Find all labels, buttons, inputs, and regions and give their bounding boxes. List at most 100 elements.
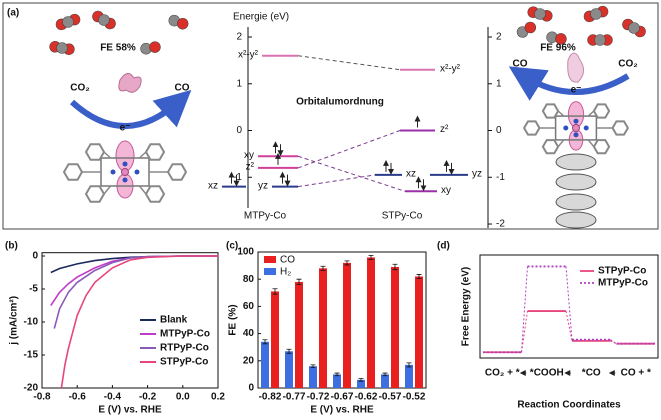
nitrogen-atom [563, 125, 569, 131]
bar [357, 379, 365, 388]
y2-tick-label: 0 [496, 125, 502, 136]
nitrogen-atom [573, 132, 579, 138]
step-connector [521, 311, 528, 353]
nitrogen-atom [110, 169, 116, 175]
product-label: CO [175, 83, 190, 94]
orbital-stack [555, 153, 597, 171]
legend-swatch [264, 268, 276, 275]
correlation-line [297, 174, 376, 188]
legend-label: Blank [160, 315, 188, 326]
bar [343, 262, 351, 388]
error-bar [272, 288, 278, 295]
bond [138, 185, 147, 195]
faradaic-efficiency: FE 58% [100, 43, 136, 54]
panel-label: (d) [437, 241, 450, 252]
orbital-stack [555, 193, 597, 211]
y-tick-label: 1 [236, 78, 242, 89]
legend-label: MTPyP-Co [160, 329, 210, 340]
pyridyl-ring [541, 139, 560, 155]
legend-swatch [264, 256, 276, 263]
x-tick-label: -0.2 [139, 392, 157, 403]
y-axis-label: Energie (eV) [233, 12, 289, 23]
orbital-label: x²-y² [238, 49, 259, 60]
y2-tick-label: 2 [496, 32, 502, 43]
y-tick-label: -1 [233, 172, 242, 183]
reactant-label: CO₂ [618, 59, 637, 70]
y-tick-label: 0 [236, 125, 242, 136]
orbital-label: z² [246, 162, 255, 173]
orbital-label: yz [472, 169, 482, 180]
orbital-label: yz [258, 180, 268, 191]
pyridyl-ring [144, 185, 166, 203]
step-connector [565, 266, 573, 340]
hand-icon [118, 73, 142, 93]
nitrogen-atom [583, 125, 589, 131]
error-bar [296, 278, 302, 286]
series-line [60, 255, 218, 389]
pyridyl-ring [62, 163, 84, 181]
legend-label: CO [280, 255, 295, 266]
bar [405, 364, 413, 388]
bar [319, 268, 327, 388]
orbital-label: z² [440, 124, 449, 135]
electron-label: e⁻ [571, 85, 582, 96]
pyridyl-ring [592, 103, 611, 119]
x-tick-label: 0.0 [176, 392, 190, 403]
panel-label: (a) [7, 8, 19, 19]
bar [261, 341, 269, 388]
bond [103, 151, 112, 159]
bar [415, 276, 423, 388]
bond [587, 110, 595, 117]
y2-tick-label: -2 [496, 219, 505, 230]
pyridyl-ring [144, 143, 166, 161]
x-tick-label: -0.57 [379, 392, 402, 403]
error-bar [262, 339, 268, 345]
bar [295, 281, 303, 388]
orbital-stack [555, 211, 597, 229]
bond [587, 139, 595, 148]
bar [381, 374, 389, 388]
legend-label: H₂ [280, 267, 291, 278]
co2-molecule [92, 10, 116, 30]
plot-frame [41, 252, 219, 389]
panel-frame [2, 2, 659, 230]
cobalt-atom [572, 124, 580, 132]
bar [309, 366, 317, 388]
cobalt-atom [121, 168, 129, 176]
x-tick-label: -0.77 [283, 392, 306, 403]
error-bar [392, 263, 398, 271]
configuration-name: STPy-Co [382, 211, 423, 222]
nitrogen-atom [573, 118, 579, 124]
pyridyl-ring [166, 163, 188, 181]
y-tick-label: 40 [243, 328, 255, 339]
state-label: CO + * [621, 368, 651, 379]
bar [271, 291, 279, 388]
orbital-label: xy [244, 150, 254, 161]
y-tick-label: 0 [32, 251, 38, 262]
error-bar [358, 378, 364, 382]
co2-molecule [527, 6, 553, 22]
y-tick-label: 0 [248, 383, 254, 394]
pyridyl-ring [84, 143, 106, 161]
series-line [53, 255, 218, 329]
orbital-label: xy [441, 185, 451, 196]
error-bar [334, 372, 340, 377]
bar [285, 351, 293, 388]
x-tick-label: -0.82 [259, 392, 282, 403]
y-axis-label: j (mA/cm²) [9, 296, 20, 346]
y-tick-label: 100 [237, 247, 254, 258]
error-bar [406, 362, 412, 368]
y-axis-label: FE (%) [228, 304, 239, 335]
co-molecule [516, 21, 537, 38]
co-molecule [140, 41, 161, 55]
electron-label: e⁻ [120, 123, 131, 134]
x-tick-label: -0.52 [403, 392, 426, 403]
plot-frame [257, 251, 427, 389]
x-tick-label: -0.62 [355, 392, 378, 403]
bar [333, 374, 341, 388]
faradaic-efficiency: FE 96% [540, 43, 576, 54]
error-bar [416, 274, 422, 279]
nitrogen-atom [122, 161, 128, 167]
reactant-label: CO₂ [70, 83, 89, 94]
